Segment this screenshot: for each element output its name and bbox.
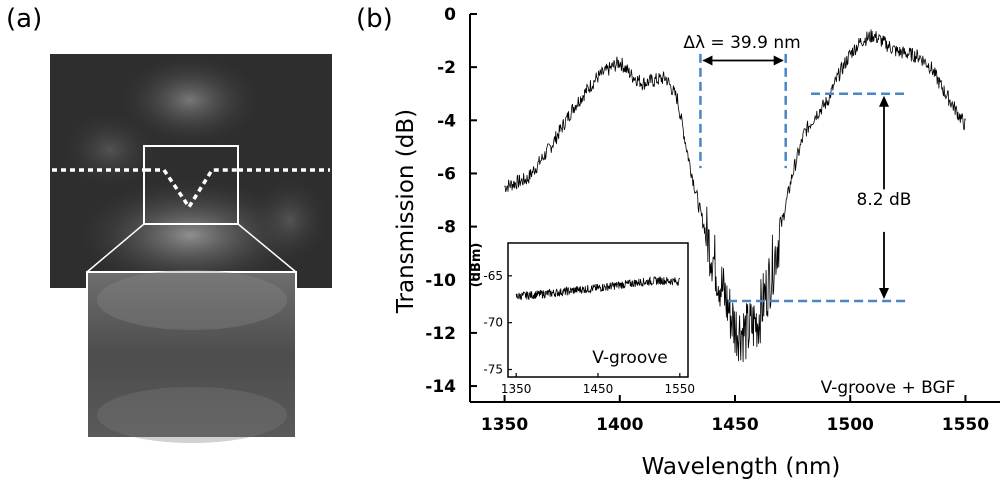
inset-y-tick-label: -70 — [483, 316, 503, 330]
y-tick-label: -4 — [437, 111, 456, 131]
y-tick-label: -2 — [437, 58, 456, 78]
chart-trace — [504, 29, 966, 363]
inset-y-tick-label: -65 — [483, 269, 503, 283]
y-tick-label: -6 — [437, 164, 456, 184]
trace-label: V-groove + BGF — [821, 378, 956, 398]
arrowhead-down — [879, 288, 889, 300]
panel-b-label: (b) — [356, 4, 393, 34]
bandwidth-label: Δλ = 39.9 nm — [683, 33, 800, 53]
transmission-trace — [504, 29, 966, 363]
inset-x-tick-label: 1350 — [501, 382, 532, 396]
inset-chart: V-groove 1350 1450 1550 -65 -70 -75 (dBm) — [469, 242, 696, 396]
x-tick-label: 1400 — [596, 415, 643, 435]
inset-trace — [515, 276, 681, 301]
x-tick-label: 1350 — [481, 415, 528, 435]
inset-y-tick-label: -75 — [483, 363, 503, 377]
x-axis-label: Wavelength (nm) — [642, 454, 841, 480]
y-tick-label: -10 — [425, 271, 456, 291]
y-tick-label: -8 — [437, 218, 456, 238]
chart-annotations: Δλ = 39.9 nm 8.2 dB V-groove + BGF — [683, 33, 955, 398]
arrowhead-left — [702, 55, 713, 66]
depth-label: 8.2 dB — [857, 190, 912, 210]
y-tick-label: -12 — [425, 324, 456, 344]
inset-y-label: (dBm) — [469, 243, 484, 288]
y-tick-label: -14 — [425, 377, 456, 397]
zoom-box — [143, 145, 239, 225]
inset-label: V-groove — [592, 348, 668, 368]
y-axis-label: Transmission (dB) — [393, 109, 419, 314]
zoom-image — [86, 271, 297, 439]
x-tick-label: 1500 — [827, 415, 874, 435]
inset-frame — [507, 242, 689, 378]
panel-a-label: (a) — [6, 4, 43, 34]
y-tick-label: 0 — [444, 5, 456, 25]
chart-axes: 1350 1400 1450 1500 1550 0 -2 -4 -6 -8 -10 -12 -14 — [425, 5, 1000, 435]
x-tick-label: 1550 — [942, 415, 989, 435]
arrowhead-up — [879, 95, 889, 107]
x-tick-label: 1450 — [711, 415, 758, 435]
arrowhead-right — [773, 55, 784, 66]
inset-x-tick-label: 1450 — [583, 382, 614, 396]
inset-x-tick-label: 1550 — [665, 382, 696, 396]
